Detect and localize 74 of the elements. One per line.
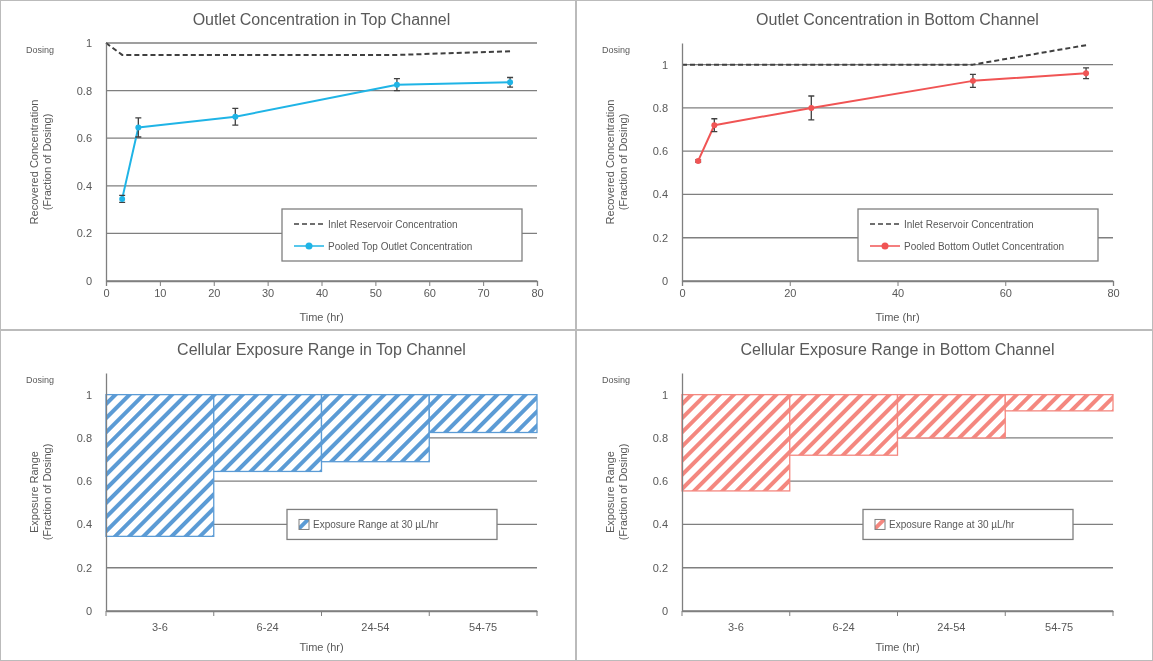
y-tick-label: 0.4 (652, 188, 668, 201)
y-tick-label: 0 (661, 605, 668, 618)
x-tick-label: 20 (208, 286, 221, 299)
y-tick-label: 0 (661, 275, 668, 288)
legend-label: Inlet Reservoir Concentration (904, 219, 1034, 230)
y-tick-label: 0.2 (652, 231, 668, 244)
x-tick-label: 30 (262, 286, 275, 299)
y-tick-label: 0.6 (652, 145, 668, 158)
y-tick-label: 0.2 (76, 227, 92, 240)
x-tick-label: 80 (531, 286, 544, 299)
y-tick-label: 0.8 (652, 101, 668, 114)
x-axis-title: Time (hr) (875, 641, 920, 653)
point (808, 104, 815, 111)
y-axis-title: Exposure Range (Fraction of Dosing) (604, 443, 630, 541)
chart-title: Cellular Exposure Range in Top Channel (177, 341, 466, 358)
x-tick-label: 54-75 (469, 620, 498, 633)
text: Dosing (26, 45, 55, 55)
y-tick-label: 0.8 (76, 84, 92, 97)
x-tick-label: 40 (891, 286, 905, 299)
legend-label: Exposure Range at 30 µL/hr (889, 519, 1015, 531)
x-tick-label: 70 (477, 286, 490, 299)
text: Dosing (602, 45, 631, 55)
y-tick-label: 0.4 (652, 518, 668, 531)
x-tick-label: 54-75 (1045, 620, 1074, 633)
x-tick-label: 3-6 (727, 620, 744, 633)
text: Dosing (26, 375, 55, 385)
x-tick-label: 50 (369, 286, 382, 299)
y-tick-label: 1 (661, 388, 668, 401)
point (135, 124, 142, 131)
y-tick-label: 0.2 (652, 561, 668, 574)
point (711, 122, 718, 129)
x-tick-label: 6-24 (256, 620, 279, 633)
y-tick-label: 1 (85, 388, 92, 401)
x-tick-label: 24-54 (361, 620, 390, 633)
x-tick-label: 60 (423, 286, 436, 299)
legend-label: Pooled Bottom Outlet Concentration (904, 241, 1065, 252)
chart-title: Outlet Concentration in Bottom Channel (756, 11, 1039, 28)
y-tick-label: 0 (85, 275, 92, 288)
legend-label: Exposure Range at 30 µL/hr (313, 519, 439, 531)
x-tick-label: 20 (784, 286, 797, 299)
y-tick-label: 0.2 (76, 561, 92, 574)
point (393, 81, 400, 88)
y-tick-label: 0.6 (76, 475, 92, 488)
x-tick-label: 24-54 (937, 620, 966, 633)
x-tick-label: 60 (999, 286, 1012, 299)
x-tick-label: 6-24 (832, 620, 855, 633)
point (232, 113, 239, 120)
x-tick-label: 0 (103, 286, 110, 299)
y-tick-label: 0.6 (76, 132, 92, 145)
chart-title: Outlet Concentration in Top Channel (192, 11, 451, 28)
point (969, 77, 976, 84)
y-tick-label: 1 (85, 37, 92, 50)
y-axis-title: Recovered Concentration (Fraction of Dosing) (28, 99, 54, 225)
y-tick-label: 0.4 (76, 518, 92, 531)
x-tick-label: 40 (315, 286, 329, 299)
x-tick-label: 80 (1107, 286, 1120, 299)
x-tick-label: 3-6 (151, 620, 168, 633)
chart-title: Cellular Exposure Range in Bottom Channel (740, 341, 1055, 358)
y-tick-label: 0.4 (76, 179, 92, 192)
y-axis-title: Exposure Range (Fraction of Dosing) (28, 443, 54, 541)
y-tick-label: 1 (661, 58, 668, 71)
x-tick-label: 0 (679, 286, 686, 299)
y-tick-label: 0 (85, 605, 92, 618)
x-tick-label: 10 (154, 286, 167, 299)
y-tick-label: 0.8 (76, 431, 92, 444)
x-axis-title: Time (hr) (299, 641, 344, 653)
y-tick-label: 0.6 (652, 475, 668, 488)
y-axis-title: Recovered Concentration (Fraction of Dosing) (604, 99, 630, 225)
y-tick-label: 0.8 (652, 431, 668, 444)
text: Dosing (602, 375, 631, 385)
legend-label: Pooled Top Outlet Concentration (328, 241, 473, 252)
x-axis-title: Time (hr) (875, 311, 920, 323)
x-axis-title: Time (hr) (299, 311, 344, 323)
legend-label: Inlet Reservoir Concentration (328, 219, 458, 230)
